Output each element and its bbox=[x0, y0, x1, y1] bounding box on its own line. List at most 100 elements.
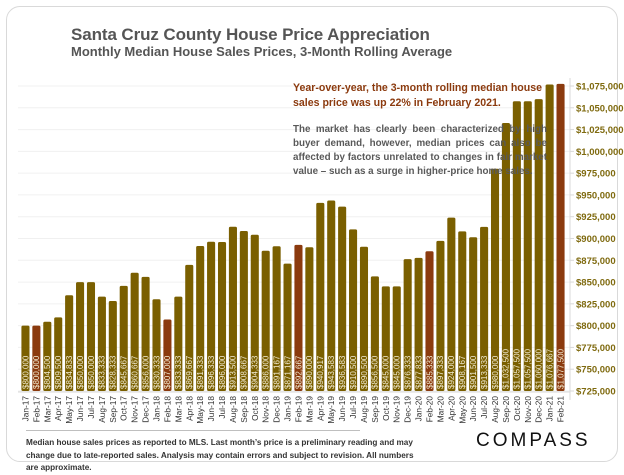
bar bbox=[338, 206, 347, 391]
x-tick-label: Oct-20 bbox=[512, 396, 522, 421]
bar-data-label: $856,000 bbox=[141, 355, 150, 389]
bar bbox=[283, 263, 292, 391]
bar-data-label: $924,000 bbox=[447, 355, 456, 389]
x-tick-label: Feb-17 bbox=[31, 396, 41, 423]
bar bbox=[207, 241, 216, 391]
x-tick-label: Feb-18 bbox=[162, 396, 172, 423]
x-tick-label: Sep-19 bbox=[370, 396, 380, 423]
bar-data-label: $860,667 bbox=[130, 355, 139, 389]
bar-data-label: $910,500 bbox=[349, 355, 358, 389]
bar bbox=[228, 226, 237, 391]
bar-data-label: $904,333 bbox=[251, 355, 260, 389]
bar bbox=[294, 244, 303, 391]
bar-data-label: $1,057,500 bbox=[513, 348, 522, 389]
x-tick-label: Jan-20 bbox=[414, 396, 424, 422]
bar-data-label: $885,333 bbox=[425, 355, 434, 389]
bar-data-label: $809,500 bbox=[54, 355, 63, 389]
x-tick-label: Nov-19 bbox=[392, 396, 402, 423]
x-tick-label: Aug-18 bbox=[228, 396, 238, 423]
y-tick-label: $925,000 bbox=[576, 212, 616, 223]
x-tick-label: Dec-18 bbox=[272, 396, 282, 423]
bar bbox=[414, 257, 423, 391]
bar bbox=[370, 276, 379, 391]
bar-data-label: $833,333 bbox=[174, 355, 183, 389]
bar-data-label: $807,000 bbox=[163, 355, 172, 389]
compass-logo: COMPASS bbox=[476, 430, 591, 451]
x-tick-label: Aug-17 bbox=[97, 396, 107, 423]
x-tick-label: Mar-18 bbox=[173, 396, 183, 423]
bar-data-label: $1,032,500 bbox=[502, 348, 511, 389]
bar-data-label: $1,077,500 bbox=[556, 348, 565, 389]
x-axis-labels: Jan-17 Feb-17 Mar-17 Apr-17 May-17 Jun-17 Jul-… bbox=[20, 396, 565, 424]
bar-data-label: $1,076,667 bbox=[545, 348, 554, 389]
bar bbox=[54, 317, 63, 391]
x-tick-label: Jun-19 bbox=[337, 396, 347, 422]
bar bbox=[392, 286, 401, 391]
bar bbox=[469, 237, 478, 391]
footer-note: Median house sales prices as reported to… bbox=[26, 438, 414, 472]
y-tick-label: $800,000 bbox=[576, 321, 616, 332]
y-tick-label: $1,075,000 bbox=[576, 82, 624, 93]
x-tick-label: Jun-17 bbox=[75, 396, 85, 422]
bar-data-label: $896,000 bbox=[218, 355, 227, 389]
bars bbox=[21, 83, 565, 392]
bar bbox=[163, 319, 172, 391]
annotation-body: The market has clearly been characterize… bbox=[293, 124, 547, 177]
bar-data-label: $845,000 bbox=[393, 355, 402, 389]
bar-data-label: $871,167 bbox=[283, 355, 292, 389]
bar bbox=[523, 101, 532, 391]
bar-data-label: $892,667 bbox=[294, 355, 303, 389]
bar bbox=[32, 325, 41, 391]
x-tick-label: Jan-17 bbox=[20, 396, 30, 422]
bar-data-label: $833,333 bbox=[98, 355, 107, 389]
y-tick-label: $1,000,000 bbox=[576, 147, 624, 158]
bar-data-label: $891,333 bbox=[196, 355, 205, 389]
bar-data-label: $940,917 bbox=[316, 355, 325, 389]
x-tick-label: Nov-18 bbox=[261, 396, 271, 423]
chart-title: Santa Cruz County House Price Appreciati… bbox=[71, 25, 430, 44]
bar-data-label: $800,000 bbox=[32, 355, 41, 389]
bar-data-label: $876,333 bbox=[403, 355, 412, 389]
gridlines bbox=[18, 85, 570, 392]
bar-data-label: $845,667 bbox=[120, 355, 129, 389]
bar bbox=[272, 246, 281, 391]
x-tick-label: Sep-17 bbox=[108, 396, 118, 423]
x-tick-label: Jul-18 bbox=[217, 396, 227, 419]
bar bbox=[97, 296, 106, 391]
x-tick-label: Nov-17 bbox=[130, 396, 140, 423]
bar bbox=[359, 246, 369, 391]
y-axis-labels: $725,000 $750,000 $775,000 $800,000 $825,000… bbox=[570, 82, 624, 398]
x-tick-label: Apr-17 bbox=[53, 396, 63, 421]
bar bbox=[480, 226, 489, 391]
y-tick-label: $750,000 bbox=[576, 365, 616, 376]
bar bbox=[65, 295, 74, 391]
bar-data-label: $804,500 bbox=[43, 355, 52, 389]
bar bbox=[381, 286, 390, 391]
x-tick-label: Jul-20 bbox=[479, 396, 489, 419]
bar bbox=[458, 231, 467, 391]
x-tick-label: Apr-19 bbox=[315, 396, 325, 421]
x-tick-label: Feb-19 bbox=[293, 396, 303, 423]
x-tick-label: Jun-18 bbox=[206, 396, 216, 422]
bar-data-label: $886,000 bbox=[262, 355, 271, 389]
bar bbox=[217, 241, 227, 391]
bar bbox=[108, 300, 117, 391]
bar-data-label: $845,000 bbox=[382, 355, 391, 389]
bar bbox=[403, 259, 412, 391]
bar-data-label: $936,583 bbox=[338, 355, 347, 389]
bar-data-label: $901,500 bbox=[469, 355, 478, 389]
bar bbox=[196, 246, 205, 391]
bar-data-label: $896,333 bbox=[207, 355, 216, 389]
x-tick-label: Nov-20 bbox=[523, 396, 533, 423]
x-tick-label: Aug-20 bbox=[490, 396, 500, 423]
x-tick-label: May-20 bbox=[457, 396, 467, 424]
bar-data-label: $913,500 bbox=[229, 355, 238, 389]
y-tick-label: $875,000 bbox=[576, 256, 616, 267]
bar-data-label: $828,333 bbox=[109, 355, 118, 389]
bar-data-label: $890,000 bbox=[305, 355, 314, 389]
bar bbox=[21, 325, 30, 391]
x-tick-label: Jul-19 bbox=[348, 396, 358, 419]
bar-data-label: $800,000 bbox=[21, 355, 30, 389]
bar bbox=[119, 285, 128, 391]
bar-data-label: $877,833 bbox=[414, 355, 423, 389]
